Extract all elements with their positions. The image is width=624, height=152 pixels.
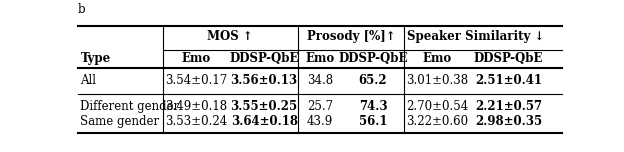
Text: Speaker Similarity ↓: Speaker Similarity ↓ xyxy=(407,30,545,43)
Text: Emo: Emo xyxy=(422,52,452,65)
Text: 3.53±0.24: 3.53±0.24 xyxy=(165,115,228,128)
Text: 25.7: 25.7 xyxy=(307,100,333,113)
Text: MOS ↑: MOS ↑ xyxy=(207,30,253,43)
Text: 34.8: 34.8 xyxy=(307,74,333,87)
Text: 2.21±0.57: 2.21±0.57 xyxy=(475,100,542,113)
Text: 3.01±0.38: 3.01±0.38 xyxy=(406,74,468,87)
Text: 74.3: 74.3 xyxy=(359,100,388,113)
Text: DDSP-QbE: DDSP-QbE xyxy=(474,52,543,65)
Text: 2.98±0.35: 2.98±0.35 xyxy=(475,115,542,128)
Text: Emo: Emo xyxy=(305,52,334,65)
Text: 3.64±0.18: 3.64±0.18 xyxy=(231,115,298,128)
Text: 43.9: 43.9 xyxy=(306,115,333,128)
Text: 3.54±0.17: 3.54±0.17 xyxy=(165,74,228,87)
Text: 2.51±0.41: 2.51±0.41 xyxy=(475,74,542,87)
Text: b: b xyxy=(78,3,85,16)
Text: 3.56±0.13: 3.56±0.13 xyxy=(231,74,298,87)
Text: 3.49±0.18: 3.49±0.18 xyxy=(165,100,228,113)
Text: DDSP-QbE: DDSP-QbE xyxy=(338,52,407,65)
Text: 2.70±0.54: 2.70±0.54 xyxy=(406,100,468,113)
Text: 3.55±0.25: 3.55±0.25 xyxy=(231,100,298,113)
Text: 3.22±0.60: 3.22±0.60 xyxy=(406,115,468,128)
Text: Emo: Emo xyxy=(182,52,211,65)
Text: 56.1: 56.1 xyxy=(359,115,388,128)
Text: 65.2: 65.2 xyxy=(359,74,388,87)
Text: DDSP-QbE: DDSP-QbE xyxy=(230,52,299,65)
Text: Prosody [%]↑: Prosody [%]↑ xyxy=(307,30,396,43)
Text: Different gender: Different gender xyxy=(80,100,180,113)
Text: Type: Type xyxy=(80,52,110,65)
Text: Same gender: Same gender xyxy=(80,115,160,128)
Text: All: All xyxy=(80,74,97,87)
